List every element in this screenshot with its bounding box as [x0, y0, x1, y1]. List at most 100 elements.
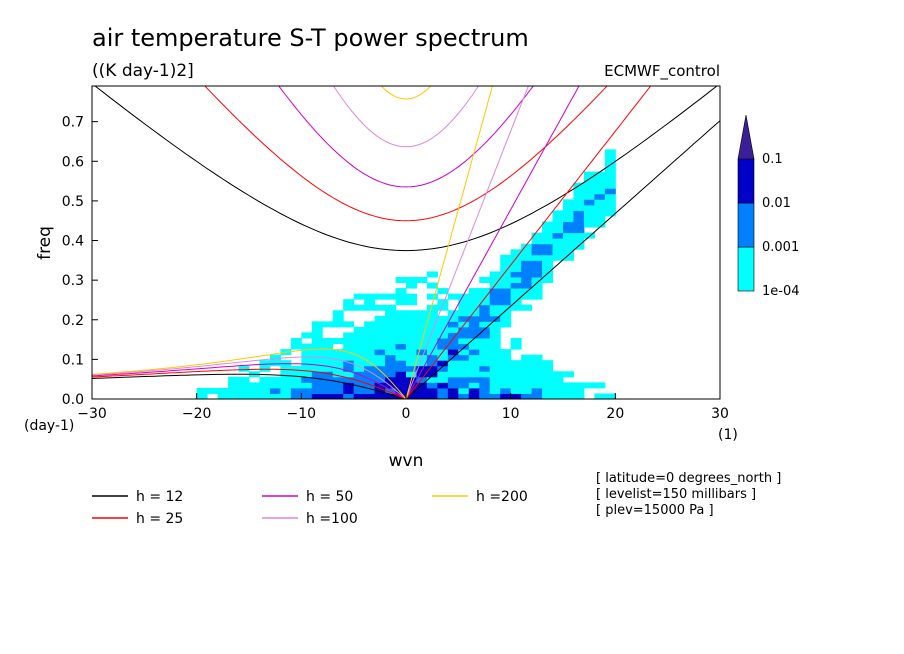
power-cell — [479, 337, 491, 345]
power-cell — [594, 393, 606, 399]
power-cell — [489, 326, 501, 333]
info-line: [ latitude=0 degrees_north ] — [596, 471, 781, 486]
power-cell — [500, 260, 512, 267]
power-cell — [311, 393, 323, 399]
power-cell — [500, 265, 512, 272]
power-cell — [531, 354, 543, 361]
power-cell — [510, 382, 522, 389]
power-cell — [395, 343, 407, 350]
power-cell — [364, 343, 376, 350]
power-cell — [573, 243, 585, 250]
power-cell — [510, 337, 522, 345]
power-cell — [280, 387, 292, 394]
power-cell — [447, 332, 459, 339]
power-cell — [479, 326, 491, 333]
power-cell — [406, 371, 417, 378]
power-cell — [500, 271, 512, 278]
power-cell — [426, 387, 438, 394]
power-cell — [531, 371, 543, 378]
power-cell — [395, 354, 407, 361]
power-cell — [364, 376, 376, 383]
power-cell — [395, 299, 407, 306]
power-cell — [573, 227, 585, 234]
power-cell — [468, 299, 480, 306]
x-tick-label: 20 — [606, 406, 624, 422]
power-cell — [374, 360, 386, 367]
power-cell — [531, 360, 543, 367]
power-cell — [426, 360, 438, 367]
power-cell — [573, 238, 585, 245]
y-tick-label: 0.2 — [62, 313, 84, 329]
power-cell — [259, 360, 271, 367]
power-cell — [322, 382, 334, 389]
y-tick-label: 0.4 — [62, 234, 84, 250]
power-cell — [332, 371, 344, 378]
power-cell — [374, 382, 386, 389]
power-cell — [385, 393, 397, 399]
power-cell — [489, 271, 501, 278]
power-cell — [322, 349, 334, 356]
power-cell — [374, 354, 386, 361]
power-cell — [468, 393, 480, 399]
source-label: ECMWF_control — [604, 62, 720, 81]
power-cell — [364, 365, 376, 372]
power-cell — [364, 349, 376, 356]
power-cell — [563, 210, 574, 217]
power-cell — [196, 387, 208, 394]
power-cell — [458, 376, 470, 383]
power-cell — [301, 360, 313, 367]
power-cell — [594, 221, 606, 228]
power-cell — [489, 382, 501, 389]
power-cell — [426, 293, 438, 300]
power-cell — [479, 321, 491, 328]
power-cell — [510, 304, 522, 311]
power-cell — [217, 387, 229, 394]
power-cell — [364, 321, 376, 328]
power-cell — [406, 326, 417, 333]
power-cell — [311, 376, 323, 383]
power-cell — [479, 293, 491, 300]
power-cell — [416, 360, 428, 367]
power-cell — [374, 315, 386, 322]
power-cell — [416, 371, 428, 378]
power-cell — [479, 315, 491, 322]
x-unit-label: (1) — [718, 427, 738, 443]
power-cell — [563, 204, 574, 211]
power-cell — [604, 199, 616, 206]
power-cell — [489, 321, 501, 328]
power-cell — [416, 343, 428, 350]
info-line: [ plev=15000 Pa ] — [596, 503, 714, 518]
power-cell — [259, 393, 271, 399]
chart-subtitle: ((K day-1)2] — [92, 61, 194, 81]
power-cell — [500, 321, 512, 328]
rossby-wave-curve — [92, 363, 407, 399]
power-cell — [395, 315, 407, 322]
power-cell — [458, 371, 470, 378]
power-cell — [395, 276, 407, 284]
power-cell — [364, 293, 376, 300]
power-cell — [343, 360, 355, 367]
power-cell — [311, 365, 323, 372]
power-cell — [604, 204, 616, 211]
power-cell — [385, 326, 397, 333]
rossby-wave-curve — [92, 368, 407, 399]
power-cell — [343, 299, 355, 306]
power-cell — [489, 332, 501, 339]
power-cell — [552, 249, 564, 256]
power-cell — [437, 304, 449, 311]
power-cell — [489, 343, 501, 350]
power-cell — [437, 376, 449, 383]
power-cell — [311, 321, 323, 328]
power-cell — [521, 371, 533, 378]
power-cell — [447, 387, 459, 394]
power-cell — [290, 376, 302, 383]
power-cell — [552, 215, 564, 223]
power-cell — [500, 393, 512, 399]
power-cell — [552, 393, 564, 399]
power-cell — [563, 238, 574, 245]
power-cell — [437, 393, 449, 399]
power-cell — [500, 310, 512, 317]
power-cell — [426, 376, 438, 383]
power-cell — [479, 376, 491, 383]
power-cell — [479, 387, 491, 394]
